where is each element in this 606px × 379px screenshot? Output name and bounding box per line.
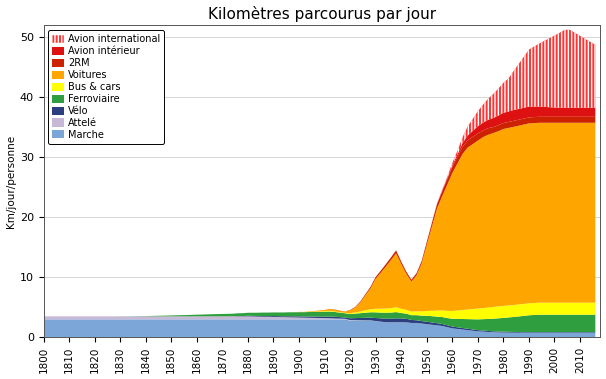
Title: Kilomètres parcourus par jour: Kilomètres parcourus par jour bbox=[208, 6, 436, 22]
Legend: Avion international, Avion intérieur, 2RM, Voitures, Bus & cars, Ferroviaire, Vé: Avion international, Avion intérieur, 2R… bbox=[48, 30, 164, 144]
Y-axis label: Km/jour/personne: Km/jour/personne bbox=[5, 135, 16, 228]
